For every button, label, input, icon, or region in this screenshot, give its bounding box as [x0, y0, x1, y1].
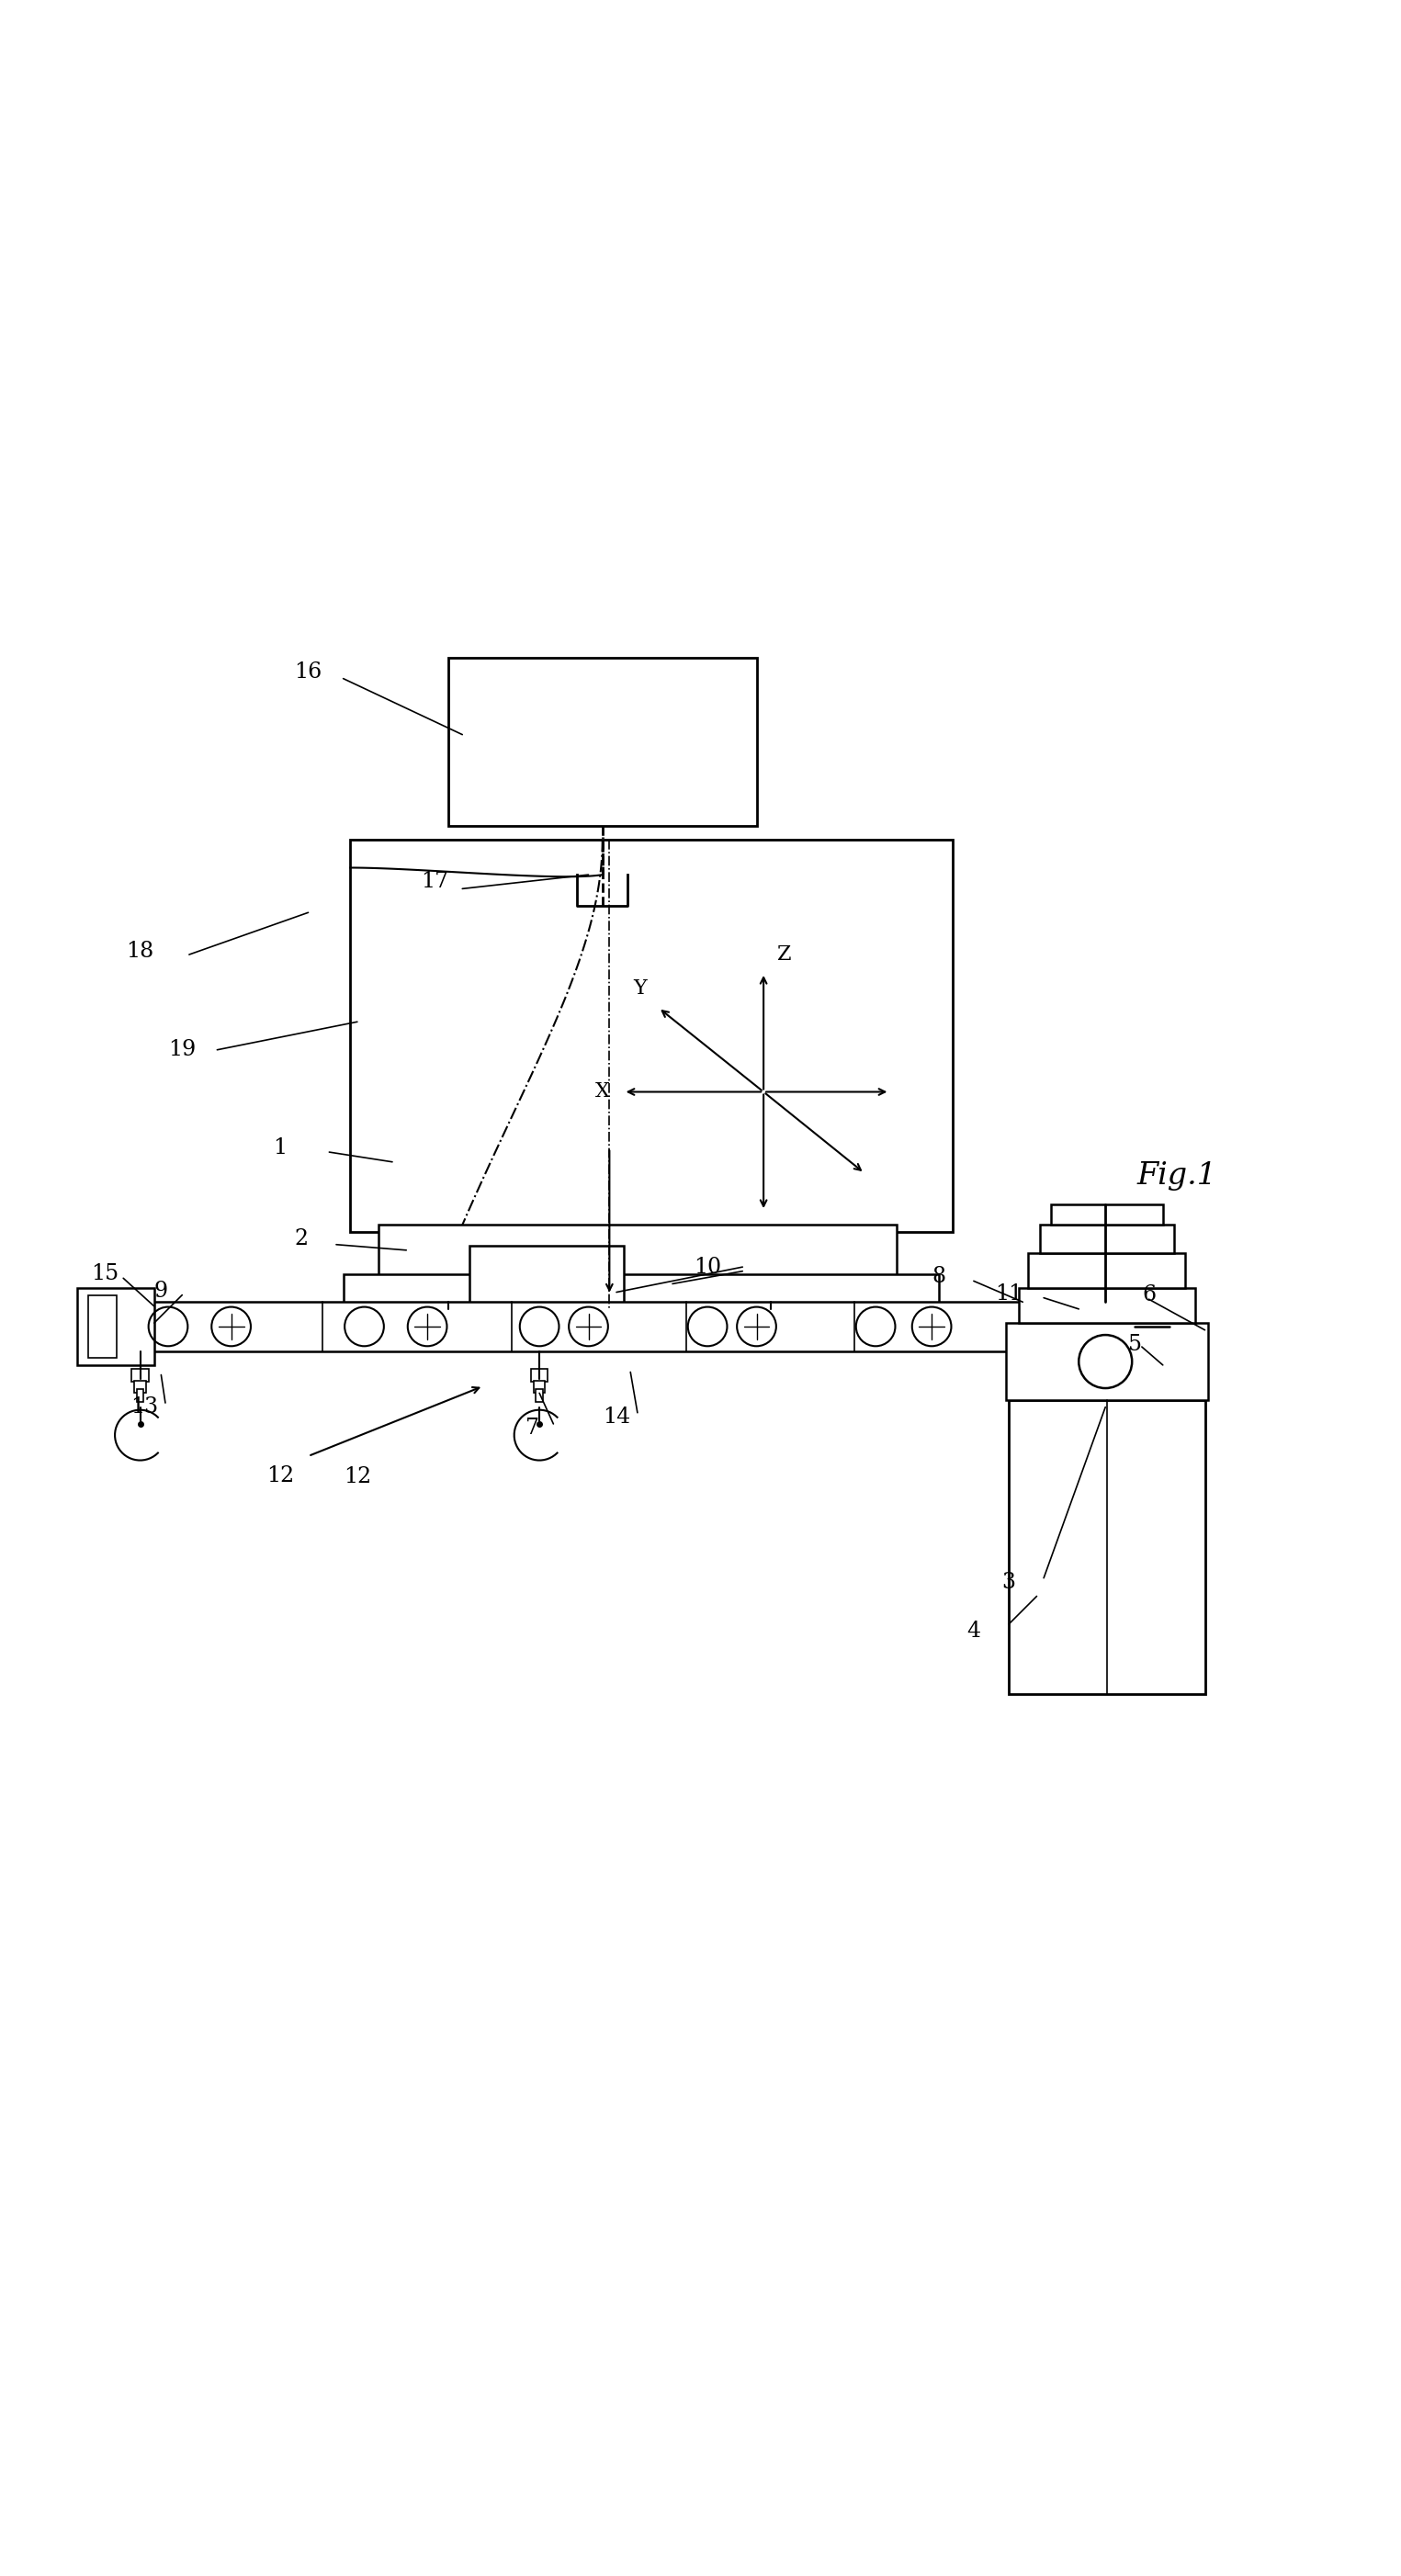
Text: 18: 18	[126, 940, 154, 963]
Text: 16: 16	[294, 662, 322, 683]
Text: 5: 5	[1128, 1334, 1142, 1355]
Text: Y: Y	[633, 979, 647, 999]
Text: Z: Z	[778, 945, 792, 963]
Text: 13: 13	[130, 1396, 158, 1417]
Text: 3: 3	[1002, 1571, 1016, 1592]
Text: 1: 1	[273, 1139, 287, 1159]
Bar	[1051, 1203, 1163, 1226]
Text: 6: 6	[1142, 1285, 1156, 1306]
Bar	[448, 657, 757, 827]
Bar	[132, 1370, 149, 1381]
Text: 4: 4	[967, 1620, 981, 1641]
Bar	[1006, 1324, 1208, 1401]
Text: 2: 2	[294, 1229, 308, 1249]
Bar	[1170, 1316, 1195, 1337]
Text: 19: 19	[168, 1038, 196, 1061]
Text: 11: 11	[995, 1283, 1023, 1303]
Text: 9: 9	[154, 1280, 168, 1301]
Bar	[77, 1288, 154, 1365]
Text: 15: 15	[91, 1262, 119, 1285]
Bar	[469, 1247, 623, 1309]
Text: 7: 7	[525, 1417, 539, 1437]
Text: 8: 8	[932, 1267, 946, 1288]
Bar	[134, 1381, 146, 1394]
Bar	[350, 840, 953, 1231]
Bar	[1028, 1252, 1185, 1288]
Bar	[137, 1388, 143, 1401]
Bar	[531, 1370, 548, 1381]
Bar	[88, 1296, 116, 1358]
Bar	[1009, 1401, 1205, 1695]
Bar	[378, 1226, 897, 1280]
Text: 12: 12	[343, 1466, 371, 1489]
Bar	[1040, 1226, 1174, 1252]
Bar	[343, 1275, 939, 1309]
Bar	[1100, 1311, 1135, 1342]
Text: X: X	[595, 1082, 609, 1103]
Bar	[1019, 1288, 1195, 1324]
Text: 10: 10	[693, 1257, 722, 1278]
Text: 14: 14	[602, 1406, 630, 1427]
Text: Fig.1: Fig.1	[1136, 1162, 1217, 1190]
Bar	[1037, 1309, 1100, 1345]
Bar	[535, 1388, 544, 1401]
Bar	[98, 1301, 1037, 1350]
Bar	[534, 1381, 545, 1394]
Text: 12: 12	[266, 1466, 294, 1486]
Text: 17: 17	[420, 871, 448, 891]
